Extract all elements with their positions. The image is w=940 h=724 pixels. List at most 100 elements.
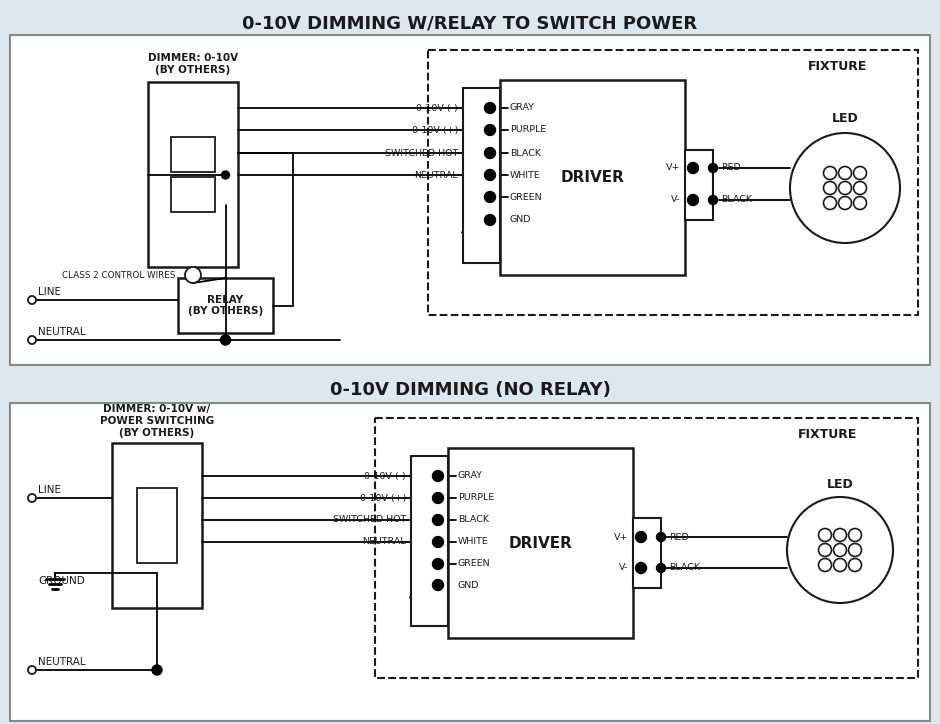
Bar	[633, 518, 661, 588]
Bar	[463, 88, 500, 263]
Bar	[10, 35, 930, 365]
Circle shape	[432, 471, 444, 481]
Circle shape	[854, 196, 867, 209]
Text: NEUTRAL: NEUTRAL	[415, 170, 458, 180]
Circle shape	[790, 133, 900, 243]
Circle shape	[687, 195, 698, 206]
Circle shape	[849, 544, 861, 557]
Bar	[500, 80, 685, 275]
Text: BLACK: BLACK	[721, 195, 752, 204]
Circle shape	[484, 148, 495, 159]
Text: 0-10V (-): 0-10V (-)	[365, 471, 406, 481]
Bar	[171, 177, 215, 212]
Circle shape	[787, 497, 893, 603]
Bar	[178, 278, 273, 333]
Circle shape	[432, 579, 444, 591]
Circle shape	[432, 558, 444, 570]
Text: WHITE: WHITE	[458, 537, 489, 547]
Circle shape	[432, 536, 444, 547]
Circle shape	[854, 182, 867, 195]
Text: V-: V-	[670, 195, 680, 204]
Circle shape	[185, 267, 201, 283]
Circle shape	[823, 196, 837, 209]
Text: RELAY
(BY OTHERS): RELAY (BY OTHERS)	[188, 295, 263, 316]
Circle shape	[152, 665, 162, 675]
Circle shape	[656, 563, 666, 573]
Circle shape	[838, 196, 852, 209]
Text: SWITCHED HOT: SWITCHED HOT	[333, 515, 406, 524]
Text: WHITE: WHITE	[510, 170, 540, 180]
Text: GRAY: GRAY	[510, 104, 535, 112]
Bar	[448, 448, 633, 638]
Text: CLASS 2 CONTROL WIRES: CLASS 2 CONTROL WIRES	[62, 271, 175, 279]
Circle shape	[834, 558, 847, 571]
Circle shape	[838, 167, 852, 180]
Text: BLACK: BLACK	[669, 563, 700, 573]
Circle shape	[28, 296, 36, 304]
Text: V+: V+	[666, 164, 680, 172]
Circle shape	[819, 558, 832, 571]
Text: 0-10V DIMMING (NO RELAY): 0-10V DIMMING (NO RELAY)	[330, 381, 610, 399]
Text: GRAY: GRAY	[458, 471, 483, 481]
Circle shape	[709, 164, 717, 172]
Text: BLACK: BLACK	[458, 515, 489, 524]
Text: NEUTRAL: NEUTRAL	[363, 537, 406, 547]
Bar	[428, 50, 918, 315]
Text: 0-10V DIMMING W/RELAY TO SWITCH POWER: 0-10V DIMMING W/RELAY TO SWITCH POWER	[243, 15, 697, 33]
Text: V+: V+	[614, 532, 628, 542]
Text: GREEN: GREEN	[510, 193, 542, 201]
Bar	[148, 82, 238, 267]
Circle shape	[222, 171, 229, 179]
Circle shape	[635, 563, 647, 573]
Bar	[10, 403, 930, 721]
Text: LED: LED	[832, 111, 858, 125]
Circle shape	[484, 125, 495, 135]
Text: PURPLE: PURPLE	[510, 125, 546, 135]
Text: FIXTURE: FIXTURE	[808, 59, 868, 72]
Bar	[375, 418, 918, 678]
Text: PURPLE: PURPLE	[458, 494, 494, 502]
Circle shape	[28, 494, 36, 502]
Bar	[171, 137, 215, 172]
Circle shape	[432, 515, 444, 526]
Circle shape	[484, 103, 495, 114]
Circle shape	[834, 544, 847, 557]
Text: GREEN: GREEN	[458, 560, 491, 568]
Text: 0-10V (-): 0-10V (-)	[416, 104, 458, 112]
Circle shape	[819, 529, 832, 542]
Circle shape	[838, 182, 852, 195]
Text: FIXTURE: FIXTURE	[798, 427, 857, 440]
Text: DRIVER: DRIVER	[560, 170, 624, 185]
Text: 0-10V (+): 0-10V (+)	[360, 494, 406, 502]
Circle shape	[823, 182, 837, 195]
Circle shape	[635, 531, 647, 542]
Circle shape	[484, 214, 495, 225]
Bar	[411, 456, 448, 626]
Text: DIMMER: 0-10V
(BY OTHERS): DIMMER: 0-10V (BY OTHERS)	[148, 53, 238, 75]
Circle shape	[432, 492, 444, 503]
Circle shape	[849, 558, 861, 571]
Text: LED: LED	[826, 479, 854, 492]
Text: LINE: LINE	[38, 287, 61, 297]
Text: LINE: LINE	[38, 485, 61, 495]
Bar	[137, 488, 177, 563]
Circle shape	[484, 169, 495, 180]
Circle shape	[823, 167, 837, 180]
Circle shape	[834, 529, 847, 542]
Text: 0-10V (+): 0-10V (+)	[412, 125, 458, 135]
Text: NEUTRAL: NEUTRAL	[38, 327, 86, 337]
Circle shape	[484, 192, 495, 203]
Circle shape	[656, 532, 666, 542]
Bar	[112, 443, 202, 608]
Bar	[685, 150, 713, 220]
Circle shape	[28, 336, 36, 344]
Text: SWITCHED HOT: SWITCHED HOT	[384, 148, 458, 158]
Circle shape	[687, 162, 698, 174]
Circle shape	[849, 529, 861, 542]
Text: DIMMER: 0-10V w/
POWER SWITCHING
(BY OTHERS): DIMMER: 0-10V w/ POWER SWITCHING (BY OTH…	[100, 405, 214, 437]
Text: NEUTRAL: NEUTRAL	[38, 657, 86, 667]
Text: GND: GND	[458, 581, 479, 589]
Circle shape	[819, 544, 832, 557]
Text: RED: RED	[721, 164, 741, 172]
Circle shape	[854, 167, 867, 180]
